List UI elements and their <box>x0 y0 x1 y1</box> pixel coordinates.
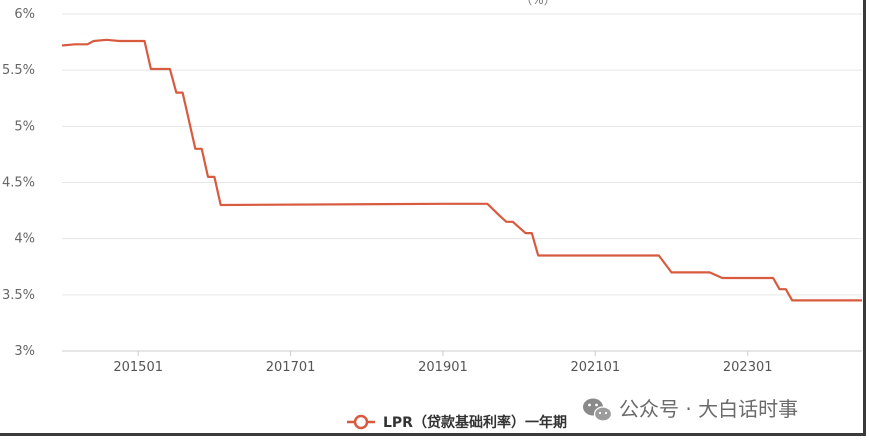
top-partial-text: （%） <box>520 0 555 7</box>
series-line <box>61 38 862 302</box>
wechat-icon <box>583 398 613 422</box>
y-tick-label: 6% <box>14 7 35 22</box>
y-tick-label: 3.5% <box>2 288 35 303</box>
y-tick-label: 4.5% <box>2 176 35 191</box>
series-group <box>61 38 862 302</box>
frame-border-bottom <box>0 433 866 436</box>
y-tick-label: 3% <box>14 344 35 359</box>
watermark: 公众号 · 大白话时事 <box>583 397 798 422</box>
legend-marker <box>353 414 369 430</box>
legend-label: LPR（贷款基础利率）一年期 <box>383 414 567 431</box>
y-tick-label: 4% <box>14 232 35 247</box>
x-tick-label: 201901 <box>418 360 468 375</box>
y-tick-label: 5% <box>14 119 35 134</box>
x-tick-label: 201501 <box>113 360 163 375</box>
y-tick-label: 5.5% <box>2 63 35 78</box>
x-tick-label: 202101 <box>571 360 621 375</box>
x-tick-label: 202301 <box>723 360 773 375</box>
x-axis-ticks: 201501 201701 201901 202101 202301 <box>113 351 773 375</box>
grid-lines <box>62 13 862 296</box>
x-tick-label: 201701 <box>266 360 316 375</box>
legend[interactable]: LPR（贷款基础利率）一年期 <box>347 414 567 431</box>
watermark-text: 公众号 · 大白话时事 <box>619 397 798 421</box>
frame-border-right <box>863 0 866 434</box>
y-axis-ticks: 3% 3.5% 4% 4.5% 5% 5.5% 6% <box>2 7 35 359</box>
